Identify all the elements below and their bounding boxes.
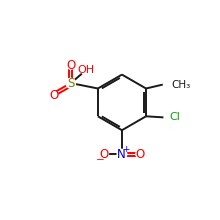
- Text: OH: OH: [78, 65, 95, 75]
- Text: O: O: [99, 148, 109, 161]
- Circle shape: [81, 64, 92, 75]
- Text: O: O: [66, 59, 75, 72]
- Circle shape: [66, 78, 75, 88]
- Text: +: +: [123, 145, 130, 154]
- Text: S: S: [67, 77, 74, 90]
- Text: O: O: [135, 148, 144, 161]
- Circle shape: [136, 150, 144, 158]
- Text: O: O: [49, 88, 58, 101]
- Text: N: N: [117, 148, 125, 161]
- Circle shape: [117, 149, 127, 159]
- Circle shape: [67, 61, 75, 69]
- Text: −: −: [96, 154, 104, 165]
- Circle shape: [100, 150, 108, 158]
- Text: Cl: Cl: [169, 112, 180, 122]
- Text: CH₃: CH₃: [171, 80, 190, 90]
- Circle shape: [50, 91, 58, 99]
